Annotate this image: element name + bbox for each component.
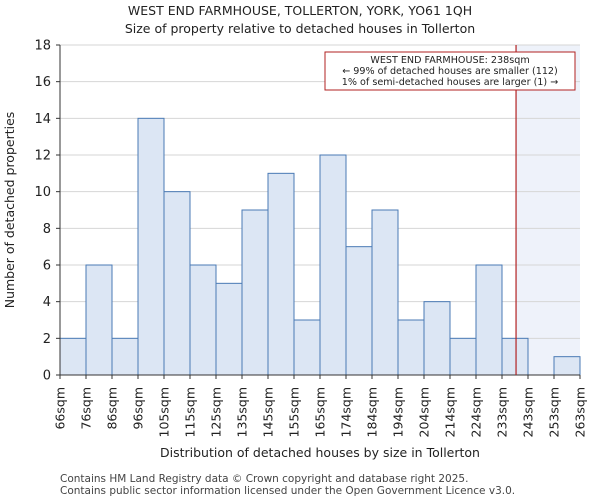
annotation-line-2: ← 99% of detached houses are smaller (11… bbox=[342, 66, 558, 77]
bar bbox=[345, 246, 373, 376]
y-tick-label: 12 bbox=[34, 149, 51, 164]
bar bbox=[293, 319, 321, 376]
annotation-line-3: 1% of semi-detached houses are larger (1… bbox=[342, 77, 559, 88]
chart-subtitle: Size of property relative to detached ho… bbox=[124, 21, 476, 36]
x-tick-label: 76sqm bbox=[79, 387, 94, 430]
x-tick-label: 86sqm bbox=[105, 387, 120, 430]
bar bbox=[189, 264, 217, 376]
footer-line-1: Contains HM Land Registry data © Crown c… bbox=[60, 473, 469, 485]
bar bbox=[59, 337, 87, 376]
x-tick-label: 125sqm bbox=[209, 387, 224, 437]
bar bbox=[267, 172, 295, 376]
bar bbox=[371, 209, 399, 376]
x-tick-label: 174sqm bbox=[339, 387, 354, 437]
annotation-box bbox=[324, 51, 576, 91]
y-tick-label: 10 bbox=[34, 185, 51, 200]
bar bbox=[553, 356, 581, 376]
x-tick-label: 184sqm bbox=[365, 387, 380, 437]
bar bbox=[501, 337, 529, 376]
x-tick-label: 204sqm bbox=[417, 387, 432, 437]
x-tick-label: 233sqm bbox=[495, 387, 510, 437]
x-tick-label: 165sqm bbox=[313, 387, 328, 437]
bar bbox=[319, 154, 347, 376]
x-tick-label: 194sqm bbox=[391, 387, 406, 437]
y-tick-label: 8 bbox=[43, 222, 51, 237]
x-tick-label: 224sqm bbox=[469, 387, 484, 437]
bar bbox=[111, 337, 139, 376]
x-tick-label: 243sqm bbox=[521, 387, 536, 437]
y-tick-label: 18 bbox=[34, 39, 51, 54]
footer-line-2: Contains public sector information licen… bbox=[60, 485, 516, 497]
y-tick-label: 0 bbox=[43, 369, 51, 384]
x-tick-label: 253sqm bbox=[547, 387, 562, 437]
y-tick-label: 14 bbox=[34, 112, 51, 127]
x-axis-label: Distribution of detached houses by size … bbox=[160, 445, 480, 460]
y-tick-label: 6 bbox=[43, 259, 51, 274]
y-axis-label: Number of detached properties bbox=[2, 112, 17, 309]
bar bbox=[85, 264, 113, 376]
bar bbox=[241, 209, 269, 376]
bar bbox=[215, 282, 243, 376]
chart-title: WEST END FARMHOUSE, TOLLERTON, YORK, YO6… bbox=[127, 3, 473, 18]
x-tick-label: 66sqm bbox=[53, 387, 68, 430]
x-tick-label: 263sqm bbox=[573, 387, 588, 437]
highlight-region bbox=[516, 45, 580, 375]
bar bbox=[397, 319, 425, 376]
y-tick-label: 4 bbox=[43, 295, 51, 310]
bar bbox=[137, 117, 165, 376]
x-tick-label: 105sqm bbox=[157, 387, 172, 437]
x-tick-label: 115sqm bbox=[183, 387, 198, 437]
x-tick-label: 96sqm bbox=[131, 387, 146, 430]
bar bbox=[423, 301, 451, 376]
bar bbox=[163, 191, 191, 376]
x-tick-label: 214sqm bbox=[443, 387, 458, 437]
x-tick-label: 145sqm bbox=[261, 387, 276, 437]
bar bbox=[475, 264, 503, 376]
bar bbox=[449, 337, 477, 376]
x-tick-label: 135sqm bbox=[235, 387, 250, 437]
y-tick-label: 16 bbox=[34, 75, 51, 90]
x-tick-label: 155sqm bbox=[287, 387, 302, 437]
bar-chart: 0 2 4 6 8 10 12 14 16 18 66sqm 76sqm 86sqm 96sqm 105sq… bbox=[2, 39, 588, 461]
y-tick-label: 2 bbox=[43, 332, 51, 347]
annotation-line-1: WEST END FARMHOUSE: 238sqm bbox=[370, 55, 529, 66]
